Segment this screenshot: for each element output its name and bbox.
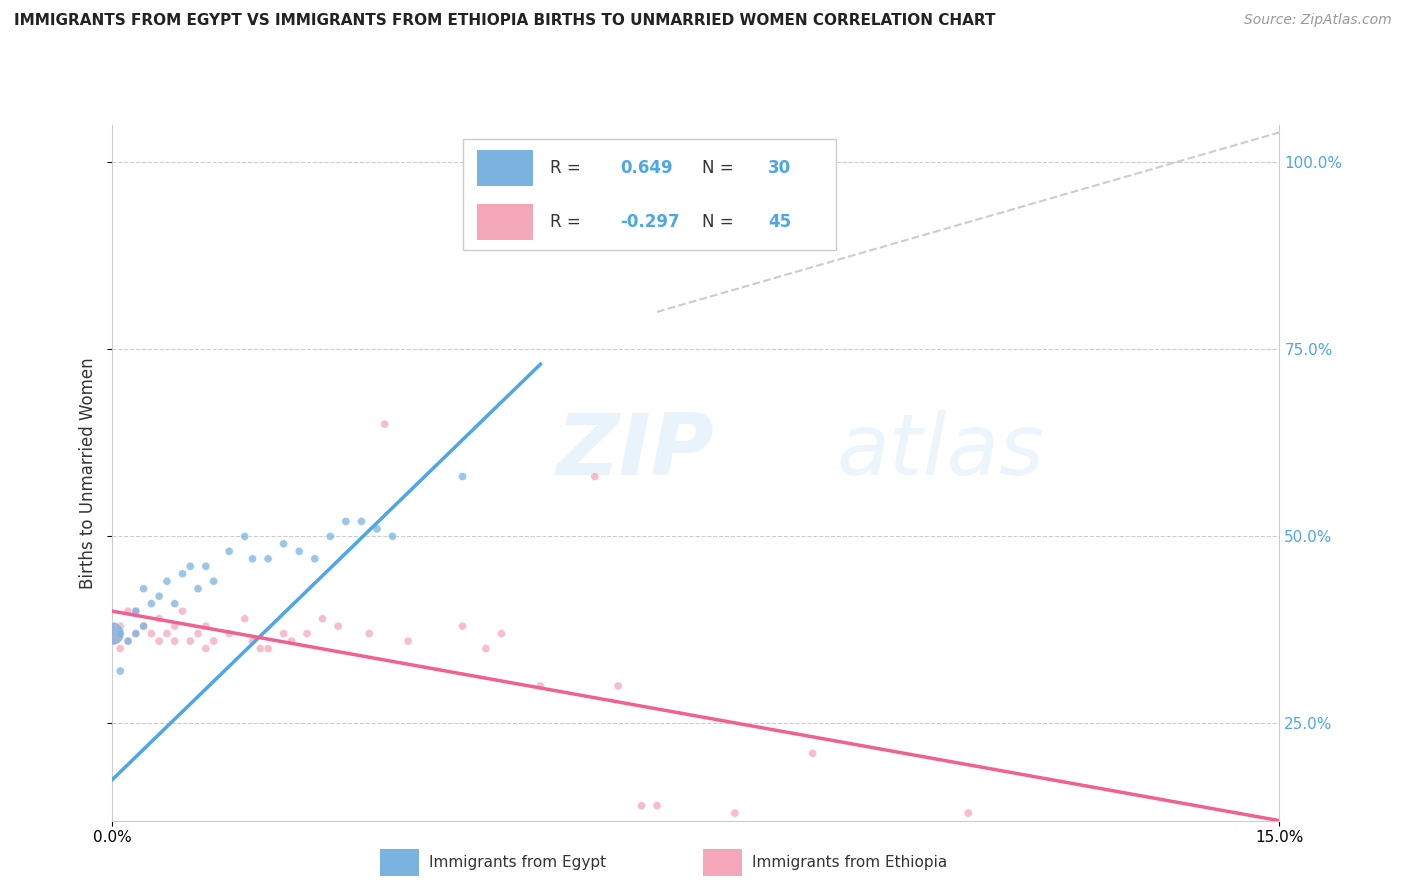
Point — [101, 626, 124, 640]
Point — [132, 582, 155, 596]
Point — [724, 806, 747, 821]
Point — [304, 551, 326, 566]
FancyBboxPatch shape — [463, 139, 837, 250]
Point — [194, 559, 217, 574]
Point — [179, 559, 201, 574]
Point — [156, 626, 179, 640]
Point — [156, 574, 179, 589]
Point — [132, 619, 155, 633]
Point — [125, 626, 148, 640]
Point — [110, 641, 132, 656]
Point — [374, 417, 396, 431]
Point — [163, 619, 186, 633]
Point — [148, 589, 170, 603]
Point — [359, 626, 381, 640]
Point — [319, 529, 342, 543]
Point — [366, 522, 388, 536]
Text: IMMIGRANTS FROM EGYPT VS IMMIGRANTS FROM ETHIOPIA BIRTHS TO UNMARRIED WOMEN CORR: IMMIGRANTS FROM EGYPT VS IMMIGRANTS FROM… — [14, 13, 995, 29]
Text: Source: ZipAtlas.com: Source: ZipAtlas.com — [1244, 13, 1392, 28]
FancyBboxPatch shape — [477, 150, 533, 186]
Point — [163, 597, 186, 611]
Point — [257, 641, 280, 656]
Point — [141, 626, 163, 640]
Point — [288, 544, 311, 558]
Point — [630, 798, 652, 813]
Point — [218, 626, 240, 640]
Text: -0.297: -0.297 — [620, 213, 679, 231]
Point — [187, 626, 209, 640]
Point — [101, 634, 124, 648]
Text: 45: 45 — [768, 213, 792, 231]
Point — [335, 515, 357, 529]
Point — [172, 566, 194, 581]
Point — [491, 626, 513, 640]
Point — [529, 679, 551, 693]
FancyBboxPatch shape — [477, 203, 533, 240]
Point — [295, 626, 318, 640]
Point — [311, 612, 333, 626]
Point — [273, 537, 295, 551]
Point — [141, 597, 163, 611]
Point — [202, 574, 225, 589]
Text: R =: R = — [550, 159, 586, 177]
Point — [242, 551, 264, 566]
Point — [194, 641, 217, 656]
Point — [125, 604, 148, 618]
Point — [163, 634, 186, 648]
Text: Immigrants from Egypt: Immigrants from Egypt — [429, 855, 606, 870]
Text: R =: R = — [550, 213, 586, 231]
Point — [172, 604, 194, 618]
Point — [583, 469, 606, 483]
Point — [187, 582, 209, 596]
Point — [242, 634, 264, 648]
Point — [110, 626, 132, 640]
Text: N =: N = — [702, 159, 738, 177]
Point — [257, 551, 280, 566]
Point — [451, 469, 474, 483]
Point — [645, 798, 668, 813]
Point — [132, 619, 155, 633]
Point — [117, 634, 139, 648]
Point — [125, 626, 148, 640]
Point — [249, 641, 271, 656]
Point — [801, 747, 824, 761]
Y-axis label: Births to Unmarried Women: Births to Unmarried Women — [79, 357, 97, 589]
Point — [110, 664, 132, 678]
Point — [350, 515, 373, 529]
Point — [148, 634, 170, 648]
Point — [117, 634, 139, 648]
Point — [280, 634, 302, 648]
Point — [202, 634, 225, 648]
Point — [326, 619, 349, 633]
Text: N =: N = — [702, 213, 738, 231]
Point — [110, 619, 132, 633]
Text: atlas: atlas — [837, 410, 1045, 493]
Point — [101, 626, 124, 640]
Point — [148, 612, 170, 626]
Point — [607, 679, 630, 693]
Point — [475, 641, 498, 656]
Point — [179, 634, 201, 648]
Point — [396, 634, 419, 648]
Point — [194, 619, 217, 633]
Point — [957, 806, 980, 821]
Point — [451, 619, 474, 633]
Point — [218, 544, 240, 558]
Point — [233, 612, 256, 626]
Point — [125, 604, 148, 618]
Text: 30: 30 — [768, 159, 792, 177]
Point — [117, 604, 139, 618]
Text: ZIP: ZIP — [555, 410, 714, 493]
Point — [233, 529, 256, 543]
Text: 0.649: 0.649 — [620, 159, 672, 177]
Text: Immigrants from Ethiopia: Immigrants from Ethiopia — [752, 855, 948, 870]
Point — [381, 529, 404, 543]
Point — [273, 626, 295, 640]
